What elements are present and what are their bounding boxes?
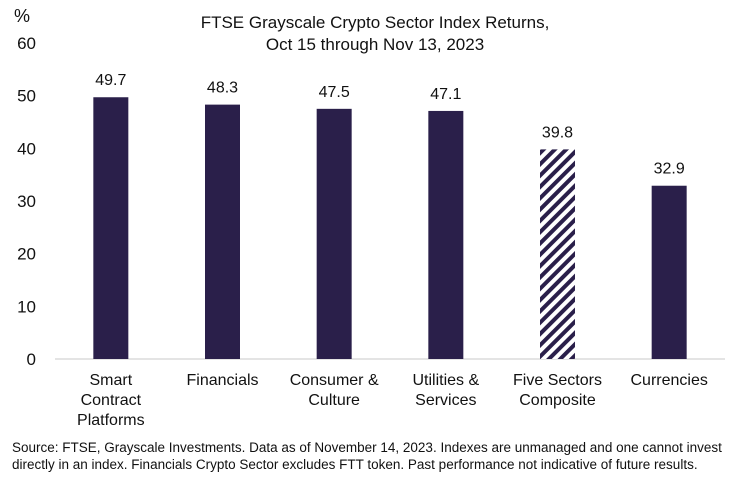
data-label-4: 39.8 — [542, 124, 573, 141]
y-tick-label: 60 — [17, 34, 36, 53]
bar-5 — [651, 185, 687, 359]
bar-0 — [93, 97, 129, 359]
data-label-1: 48.3 — [207, 80, 238, 97]
data-label-2: 47.5 — [319, 84, 350, 101]
category-label-0: Contract — [81, 392, 142, 409]
source-note: Source: FTSE, Grayscale Investments. Dat… — [12, 440, 722, 472]
category-label-5: Currencies — [630, 372, 707, 389]
y-tick-label: 50 — [17, 87, 36, 106]
data-label-0: 49.7 — [95, 72, 126, 89]
chart-title-line-1: Oct 15 through Nov 13, 2023 — [266, 35, 484, 54]
category-label-3: Services — [415, 392, 476, 409]
category-label-2: Culture — [308, 392, 360, 409]
category-label-4: Five Sectors — [513, 372, 602, 389]
category-label-0: Smart — [89, 372, 132, 389]
category-label-1: Financials — [186, 372, 258, 389]
data-label-3: 47.1 — [430, 86, 461, 103]
y-tick-label: 20 — [17, 245, 36, 264]
y-tick-label: 30 — [17, 192, 36, 211]
category-label-4: Composite — [519, 392, 596, 409]
y-tick-label: 40 — [17, 139, 36, 158]
category-label-0: Platforms — [77, 412, 145, 429]
category-label-2: Consumer & — [290, 372, 379, 389]
bar-1 — [205, 104, 240, 360]
y-axis-unit: % — [14, 6, 30, 26]
bar-3 — [428, 110, 464, 359]
chart-title-line-0: FTSE Grayscale Crypto Sector Index Retur… — [201, 13, 550, 32]
bar-chart: FTSE Grayscale Crypto Sector Index Retur… — [14, 6, 725, 429]
y-tick-label: 0 — [27, 350, 36, 369]
y-tick-label: 10 — [17, 297, 36, 316]
category-label-3: Utilities & — [412, 372, 479, 389]
bar-4 — [540, 149, 575, 359]
bar-2 — [316, 108, 352, 359]
data-label-5: 32.9 — [654, 161, 685, 178]
